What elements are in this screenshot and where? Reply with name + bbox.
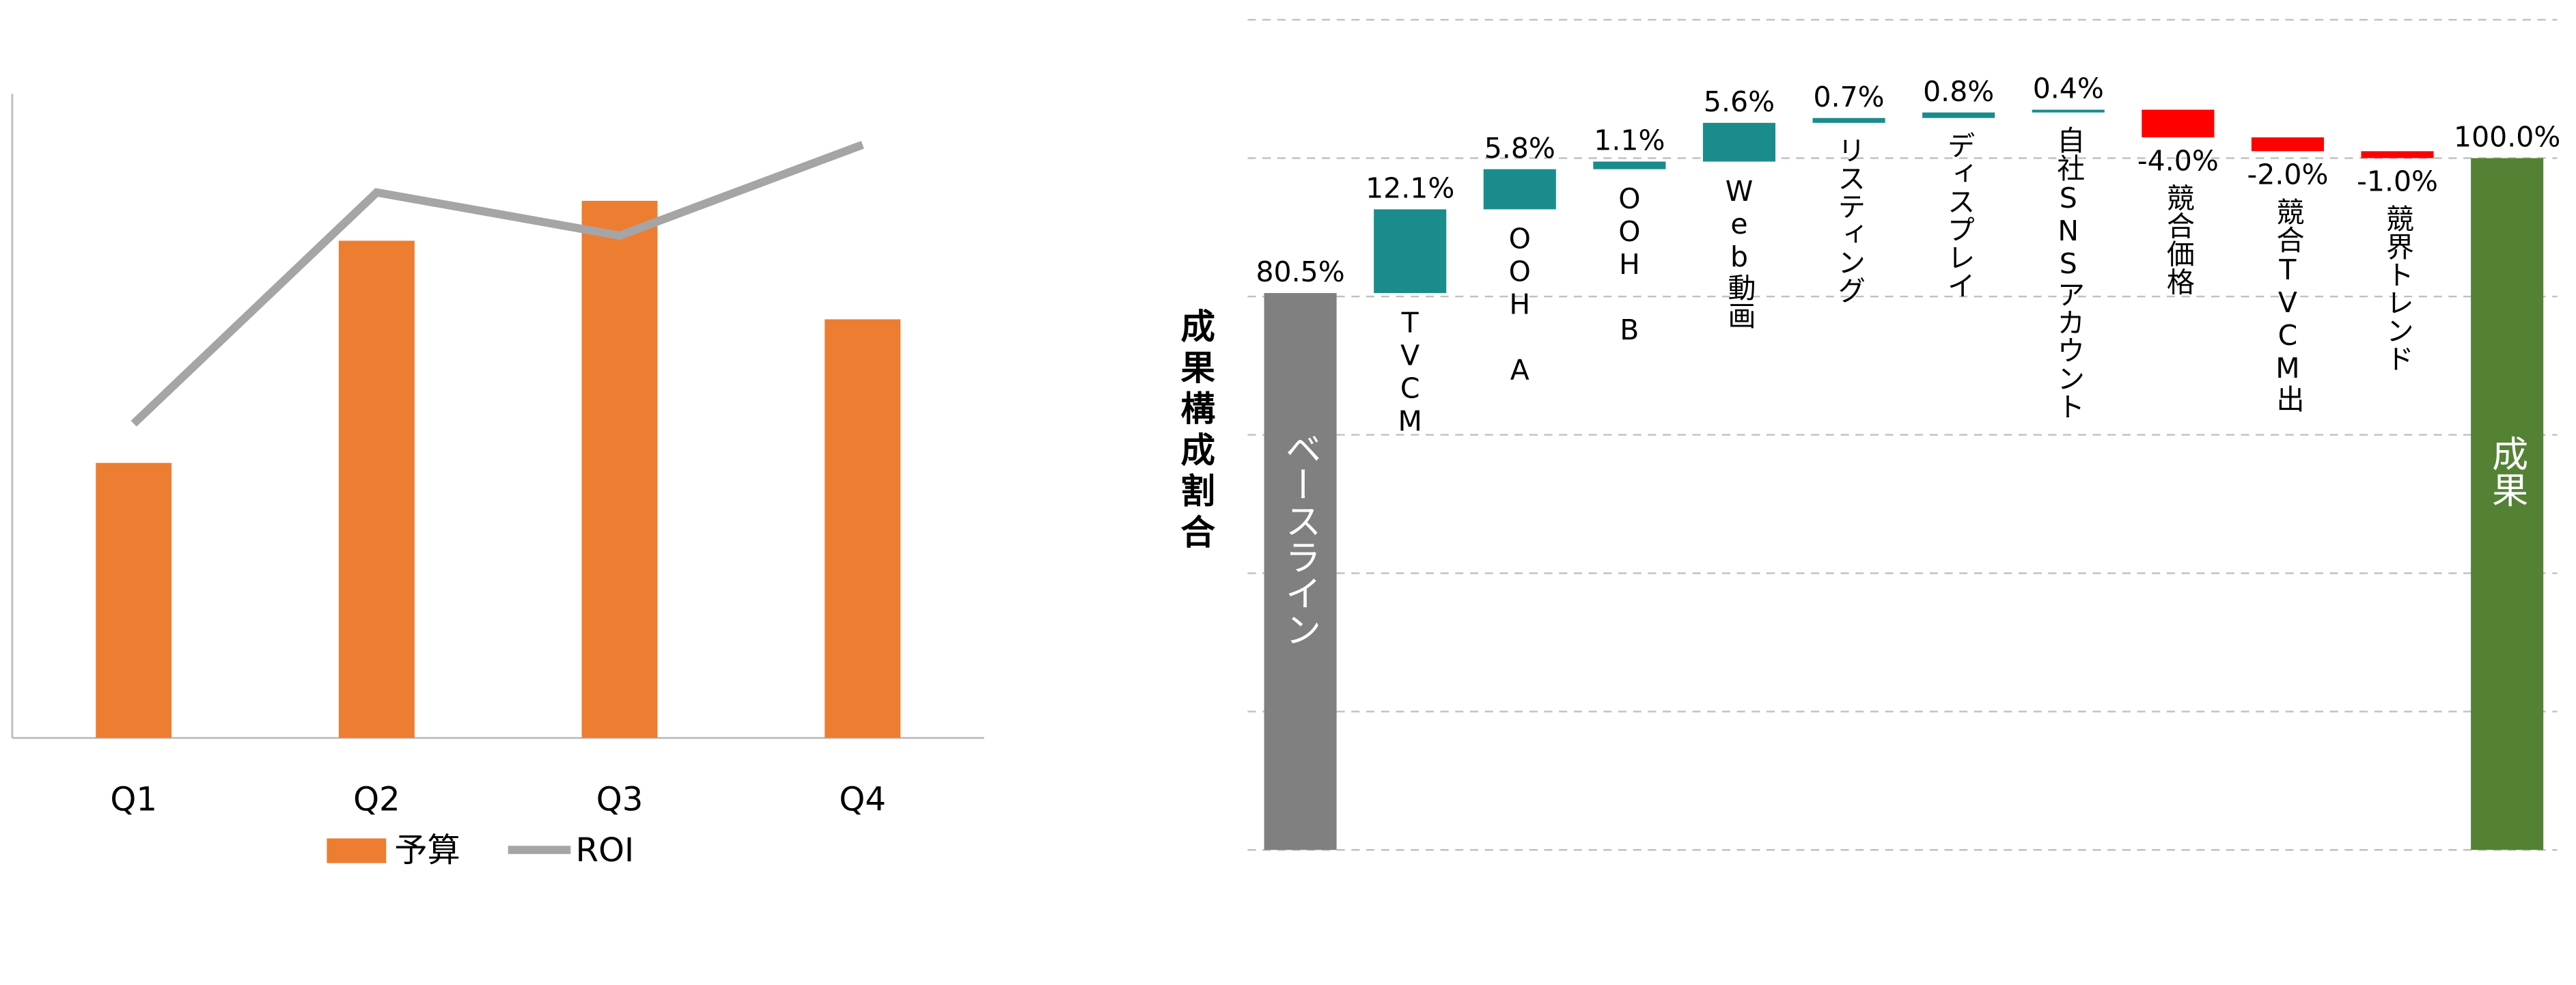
category-label: 自社SNSアカウント bbox=[2052, 126, 2085, 420]
category-label vert: 成果 bbox=[2486, 435, 2528, 508]
category-label: 競合価格 bbox=[2161, 184, 2194, 296]
value-label: 100.0% bbox=[2454, 121, 2560, 154]
value-label: 12.1% bbox=[1366, 172, 1454, 205]
bar bbox=[2032, 109, 2105, 113]
bar bbox=[2251, 137, 2325, 152]
bar bbox=[1922, 112, 1995, 118]
bar bbox=[1702, 122, 1776, 162]
bar bbox=[1593, 161, 1666, 169]
category-label: OOH A bbox=[1504, 223, 1536, 387]
value-label: 5.6% bbox=[1704, 85, 1775, 118]
bar bbox=[1812, 117, 1885, 123]
y-axis-title: 成果構成割合 bbox=[1175, 308, 1215, 555]
bar bbox=[1264, 292, 1337, 850]
bar bbox=[581, 200, 658, 738]
bar bbox=[1374, 209, 1447, 293]
x-tick-label: Q1 bbox=[110, 780, 157, 818]
x-tick-label: Q4 bbox=[839, 780, 886, 818]
category-label vert: ベースライン bbox=[1279, 430, 1322, 647]
line bbox=[130, 141, 864, 427]
x-tick-label: Q2 bbox=[353, 780, 400, 818]
category-label: リスティング bbox=[1833, 136, 1866, 304]
category-label: 競合TVCM出 bbox=[2271, 197, 2304, 413]
bar bbox=[2142, 109, 2215, 138]
category-label: ディスプレイ bbox=[1942, 131, 1975, 299]
value-label: 1.1% bbox=[1594, 124, 1665, 157]
legend-label: ROI bbox=[576, 831, 635, 870]
value-label: -2.0% bbox=[2247, 158, 2329, 191]
value-label: 0.4% bbox=[2033, 72, 2104, 105]
bar bbox=[1483, 169, 1556, 210]
value-label: 5.8% bbox=[1484, 132, 1555, 165]
value-label: -1.0% bbox=[2357, 165, 2438, 198]
bar bbox=[2471, 158, 2544, 850]
value-label: 0.7% bbox=[1814, 81, 1885, 113]
value-label: 0.8% bbox=[1923, 75, 1994, 108]
bar bbox=[825, 319, 901, 738]
category-label: OOH B bbox=[1613, 182, 1646, 346]
legend-label: 予算 bbox=[394, 831, 460, 870]
bar bbox=[2361, 151, 2434, 158]
legend-swatch bbox=[327, 838, 387, 863]
value-label: 80.5% bbox=[1256, 255, 1344, 288]
bar bbox=[338, 240, 415, 738]
bar bbox=[96, 462, 172, 738]
category-label: 競界トレンド bbox=[2381, 204, 2414, 372]
x-tick-label: Q3 bbox=[596, 780, 643, 818]
category-label: TVCM bbox=[1394, 306, 1426, 437]
value-label: -4.0% bbox=[2137, 144, 2219, 177]
category-label: Web動画 bbox=[1723, 175, 1756, 329]
